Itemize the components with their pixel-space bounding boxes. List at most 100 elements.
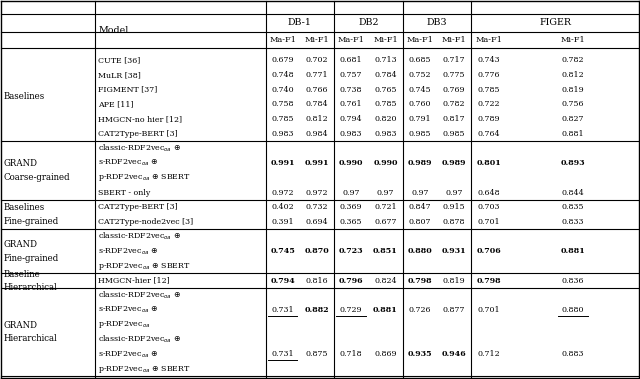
Text: 0.847: 0.847 <box>408 203 431 211</box>
Text: 0.761: 0.761 <box>340 100 362 108</box>
Text: classic-RDF2vec$_{oa}$ $\oplus$: classic-RDF2vec$_{oa}$ $\oplus$ <box>99 290 181 301</box>
Text: p-RDF2vec$_{oa}$: p-RDF2vec$_{oa}$ <box>99 319 151 330</box>
Text: HMGCN-hier [12]: HMGCN-hier [12] <box>99 277 170 285</box>
Text: 0.743: 0.743 <box>477 56 500 64</box>
Text: s-RDF2vec$_{oa}$ $\oplus$: s-RDF2vec$_{oa}$ $\oplus$ <box>99 305 159 315</box>
Text: GRAND: GRAND <box>4 159 38 168</box>
Text: 0.801: 0.801 <box>477 159 501 167</box>
Text: 0.758: 0.758 <box>271 100 294 108</box>
Text: 0.989: 0.989 <box>442 159 467 167</box>
Text: Ma-F1: Ma-F1 <box>269 36 296 44</box>
Text: 0.820: 0.820 <box>374 115 397 123</box>
Text: 0.769: 0.769 <box>443 86 465 94</box>
Text: 0.731: 0.731 <box>271 350 294 359</box>
Text: CUTE [36]: CUTE [36] <box>99 56 141 64</box>
Text: 0.713: 0.713 <box>374 56 397 64</box>
Text: 0.756: 0.756 <box>562 100 584 108</box>
Text: 0.869: 0.869 <box>374 350 397 359</box>
Text: 0.796: 0.796 <box>339 277 364 285</box>
Text: 0.701: 0.701 <box>477 218 500 226</box>
Text: 0.685: 0.685 <box>409 56 431 64</box>
Text: 0.677: 0.677 <box>374 218 397 226</box>
Text: 0.990: 0.990 <box>339 159 364 167</box>
Text: 0.882: 0.882 <box>305 306 329 314</box>
Text: 0.748: 0.748 <box>271 71 294 79</box>
Text: 0.784: 0.784 <box>305 100 328 108</box>
Text: 0.816: 0.816 <box>305 277 328 285</box>
Text: 0.771: 0.771 <box>305 71 328 79</box>
Text: 0.881: 0.881 <box>561 247 585 255</box>
Text: classic-RDF2vec$_{oa}$ $\oplus$: classic-RDF2vec$_{oa}$ $\oplus$ <box>99 231 181 243</box>
Text: 0.785: 0.785 <box>374 100 397 108</box>
Text: 0.991: 0.991 <box>270 159 295 167</box>
Text: 0.718: 0.718 <box>340 350 362 359</box>
Text: 0.824: 0.824 <box>374 277 397 285</box>
Text: Baseline: Baseline <box>4 270 40 279</box>
Text: Coarse-grained: Coarse-grained <box>4 172 70 182</box>
Text: 0.726: 0.726 <box>409 306 431 314</box>
Text: Mi-F1: Mi-F1 <box>561 36 585 44</box>
Text: 0.807: 0.807 <box>409 218 431 226</box>
Text: 0.789: 0.789 <box>477 115 500 123</box>
Text: 0.878: 0.878 <box>443 218 465 226</box>
Text: SBERT - only: SBERT - only <box>99 188 151 197</box>
Text: 0.723: 0.723 <box>339 247 364 255</box>
Text: 0.880: 0.880 <box>562 306 584 314</box>
Text: 0.794: 0.794 <box>270 277 295 285</box>
Text: 0.985: 0.985 <box>409 130 431 138</box>
Text: 0.835: 0.835 <box>562 203 584 211</box>
Text: 0.706: 0.706 <box>477 247 501 255</box>
Text: 0.702: 0.702 <box>305 56 328 64</box>
Text: 0.766: 0.766 <box>305 86 328 94</box>
Text: 0.731: 0.731 <box>271 306 294 314</box>
Text: 0.798: 0.798 <box>408 277 432 285</box>
Text: classic-RDF2vec$_{oa}$ $\oplus$: classic-RDF2vec$_{oa}$ $\oplus$ <box>99 334 181 345</box>
Text: Ma-F1: Ma-F1 <box>406 36 433 44</box>
Text: 0.782: 0.782 <box>562 56 584 64</box>
Text: 0.893: 0.893 <box>561 159 585 167</box>
Text: 0.760: 0.760 <box>409 100 431 108</box>
Text: Baselines: Baselines <box>4 204 45 213</box>
Text: 0.648: 0.648 <box>477 188 500 197</box>
Text: 0.991: 0.991 <box>305 159 329 167</box>
Text: 0.722: 0.722 <box>477 100 500 108</box>
Text: APE [11]: APE [11] <box>99 100 134 108</box>
Text: 0.985: 0.985 <box>443 130 465 138</box>
Text: 0.97: 0.97 <box>377 188 394 197</box>
Text: Baselines: Baselines <box>4 92 45 102</box>
Text: 0.679: 0.679 <box>271 56 294 64</box>
Text: CAT2Type-BERT [3]: CAT2Type-BERT [3] <box>99 203 178 211</box>
Text: 0.817: 0.817 <box>443 115 465 123</box>
Text: 0.989: 0.989 <box>408 159 432 167</box>
Text: 0.946: 0.946 <box>442 350 467 359</box>
Text: Fine-grained: Fine-grained <box>4 217 59 226</box>
Text: 0.738: 0.738 <box>340 86 362 94</box>
Text: 0.776: 0.776 <box>477 71 500 79</box>
Text: 0.972: 0.972 <box>305 188 328 197</box>
Text: 0.812: 0.812 <box>561 71 584 79</box>
Text: 0.712: 0.712 <box>477 350 500 359</box>
Text: Fine-grained: Fine-grained <box>4 254 59 263</box>
Text: Mi-F1: Mi-F1 <box>442 36 467 44</box>
Text: 0.798: 0.798 <box>477 277 501 285</box>
Text: 0.729: 0.729 <box>340 306 362 314</box>
Text: CAT2Type-BERT [3]: CAT2Type-BERT [3] <box>99 130 178 138</box>
Text: Model: Model <box>99 27 129 35</box>
Text: Mi-F1: Mi-F1 <box>373 36 398 44</box>
Text: DB-1: DB-1 <box>288 18 312 27</box>
Text: 0.836: 0.836 <box>562 277 584 285</box>
Text: 0.870: 0.870 <box>305 247 329 255</box>
Text: 0.765: 0.765 <box>374 86 397 94</box>
Text: 0.931: 0.931 <box>442 247 467 255</box>
Text: HMGCN-no hier [12]: HMGCN-no hier [12] <box>99 115 182 123</box>
Text: 0.794: 0.794 <box>340 115 362 123</box>
Text: 0.833: 0.833 <box>562 218 584 226</box>
Text: p-RDF2vec$_{oa}$ $\oplus$ SBERT: p-RDF2vec$_{oa}$ $\oplus$ SBERT <box>99 363 191 374</box>
Text: GRAND: GRAND <box>4 240 38 249</box>
Text: 0.681: 0.681 <box>340 56 362 64</box>
Text: 0.391: 0.391 <box>271 218 294 226</box>
Text: Hierarchical: Hierarchical <box>4 283 58 292</box>
Text: 0.844: 0.844 <box>561 188 584 197</box>
Text: FIGER: FIGER <box>540 18 572 27</box>
Text: 0.97: 0.97 <box>342 188 360 197</box>
